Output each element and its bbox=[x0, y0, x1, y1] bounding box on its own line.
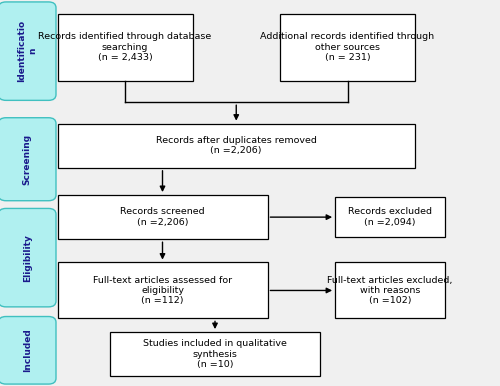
FancyBboxPatch shape bbox=[58, 14, 192, 81]
Text: Identificatio
n: Identificatio n bbox=[18, 20, 37, 82]
Text: Full-text articles assessed for
eligibility
(n =112): Full-text articles assessed for eligibil… bbox=[93, 276, 232, 305]
FancyBboxPatch shape bbox=[335, 197, 445, 237]
FancyBboxPatch shape bbox=[0, 317, 56, 384]
FancyBboxPatch shape bbox=[0, 2, 56, 100]
FancyBboxPatch shape bbox=[110, 332, 320, 376]
Text: Additional records identified through
other sources
(n = 231): Additional records identified through ot… bbox=[260, 32, 434, 62]
FancyBboxPatch shape bbox=[58, 124, 415, 168]
FancyBboxPatch shape bbox=[0, 118, 56, 201]
Text: Records screened
(n =2,206): Records screened (n =2,206) bbox=[120, 207, 205, 227]
Text: Included: Included bbox=[23, 328, 32, 372]
Text: Records identified through database
searching
(n = 2,433): Records identified through database sear… bbox=[38, 32, 212, 62]
Text: Eligibility: Eligibility bbox=[23, 234, 32, 282]
Text: Records after duplicates removed
(n =2,206): Records after duplicates removed (n =2,2… bbox=[156, 136, 316, 156]
FancyBboxPatch shape bbox=[280, 14, 415, 81]
Text: Full-text articles excluded,
with reasons
(n =102): Full-text articles excluded, with reason… bbox=[328, 276, 452, 305]
Text: Records excluded
(n =2,094): Records excluded (n =2,094) bbox=[348, 207, 432, 227]
FancyBboxPatch shape bbox=[0, 208, 56, 307]
Text: Studies included in qualitative
synthesis
(n =10): Studies included in qualitative synthesi… bbox=[143, 339, 287, 369]
Text: Screening: Screening bbox=[23, 134, 32, 185]
FancyBboxPatch shape bbox=[335, 262, 445, 318]
FancyBboxPatch shape bbox=[58, 262, 268, 318]
FancyBboxPatch shape bbox=[58, 195, 268, 239]
